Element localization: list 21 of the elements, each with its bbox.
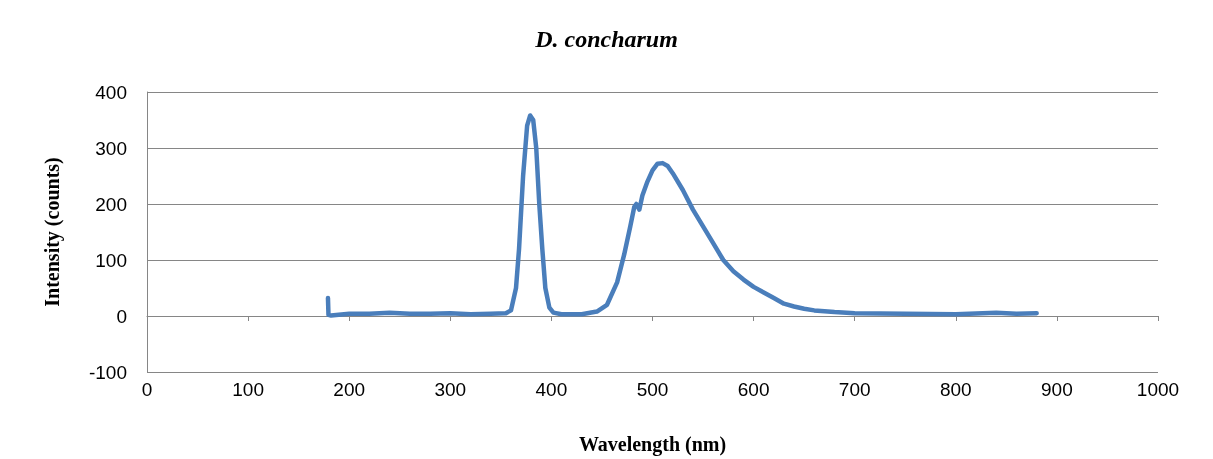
y-tick-label: 100 [95,249,127,271]
y-tick-label: 300 [95,137,127,159]
x-tick-label: 500 [636,379,669,400]
x-tick-label: 1000 [1136,379,1180,400]
x-tick-label: 400 [535,379,568,400]
x-tick-label: 900 [1041,379,1073,400]
x-axis-title: Wavelength (nm) [578,433,727,456]
y-tick-label: 0 [116,305,127,327]
x-tick-label: 600 [737,379,770,400]
y-axis-title: Intensity (counts) [41,157,64,307]
line-series [325,113,1039,318]
x-tick-label: 700 [838,379,871,400]
y-tick-label: -100 [88,361,127,383]
y-tick-label: 200 [95,193,127,215]
x-tick-label: 200 [333,379,366,400]
x-tick-label: 100 [232,379,264,400]
x-tick-label: 800 [939,379,972,400]
y-tick-label: 400 [95,81,127,103]
x-tick-label: 300 [434,379,467,400]
chart-title: D. concharum [534,26,678,52]
x-tick-label: 0 [141,379,153,400]
